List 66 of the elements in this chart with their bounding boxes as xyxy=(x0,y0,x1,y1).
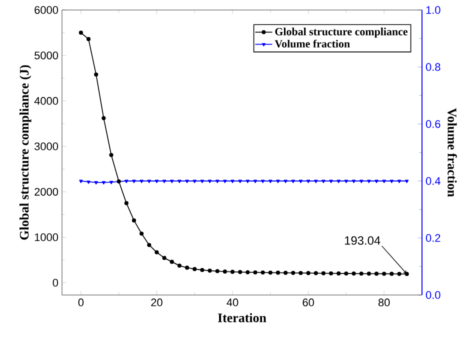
point xyxy=(359,272,364,276)
point xyxy=(321,271,326,276)
point xyxy=(208,268,212,273)
point xyxy=(390,272,394,276)
point xyxy=(306,271,310,276)
y-tick-label: 5000 xyxy=(34,52,58,60)
point xyxy=(109,152,114,158)
y2-tick-label: 1.0 xyxy=(426,6,440,14)
point xyxy=(397,272,402,276)
point xyxy=(177,264,182,268)
point xyxy=(78,30,83,35)
point xyxy=(102,116,106,120)
point xyxy=(154,250,159,254)
point xyxy=(276,270,280,275)
x-axis-title: Iteration xyxy=(218,313,266,322)
y-tick-label: 1000 xyxy=(34,233,58,242)
point xyxy=(124,201,128,206)
x-tick-label: 0 xyxy=(78,298,84,306)
x-tick-label: 80 xyxy=(378,298,390,306)
annotation: 193.04 xyxy=(344,236,380,245)
y-tick-label: 0 xyxy=(52,278,58,287)
point xyxy=(147,242,152,248)
point xyxy=(238,270,242,274)
legend-label: Volume fraction xyxy=(274,40,350,48)
x-tick-label: 40 xyxy=(226,298,238,306)
point xyxy=(352,272,356,276)
point xyxy=(170,260,174,264)
point xyxy=(366,272,371,276)
point xyxy=(140,232,144,236)
point xyxy=(230,270,235,274)
point xyxy=(132,218,136,222)
point xyxy=(291,270,296,275)
y-axis-title: Global structure compliance (J) xyxy=(20,65,32,240)
x-tick-label: 20 xyxy=(151,298,162,306)
point xyxy=(222,270,227,274)
point xyxy=(162,256,166,260)
point xyxy=(382,272,386,276)
point xyxy=(336,271,341,276)
y-tick-label: 4000 xyxy=(34,97,58,105)
point xyxy=(94,72,98,77)
point xyxy=(344,271,348,276)
point xyxy=(268,270,272,275)
y2-tick-label: 0.8 xyxy=(426,63,440,71)
point xyxy=(246,270,250,274)
point xyxy=(86,37,91,42)
point xyxy=(215,269,220,274)
point xyxy=(192,267,197,272)
y2-tick-label: 0.2 xyxy=(426,234,440,242)
x-tick-label: 60 xyxy=(302,298,314,306)
point xyxy=(298,270,303,276)
y-tick-label: 6000 xyxy=(34,6,58,14)
point xyxy=(260,270,265,275)
point xyxy=(314,271,318,276)
point xyxy=(329,271,334,276)
y-tick-label: 3000 xyxy=(34,142,58,150)
y2-axis-title: Volume fraction xyxy=(448,108,457,197)
y-tick-label: 2000 xyxy=(34,188,58,196)
point xyxy=(253,270,258,274)
point xyxy=(185,266,190,270)
point xyxy=(284,270,288,275)
y2-tick-label: 0.4 xyxy=(426,177,440,185)
y2-tick-label: 0.0 xyxy=(426,291,440,299)
y2-tick-label: 0.6 xyxy=(426,120,440,128)
point xyxy=(200,268,204,272)
legend-label: Global structure compliance xyxy=(275,28,408,38)
point xyxy=(374,272,379,276)
